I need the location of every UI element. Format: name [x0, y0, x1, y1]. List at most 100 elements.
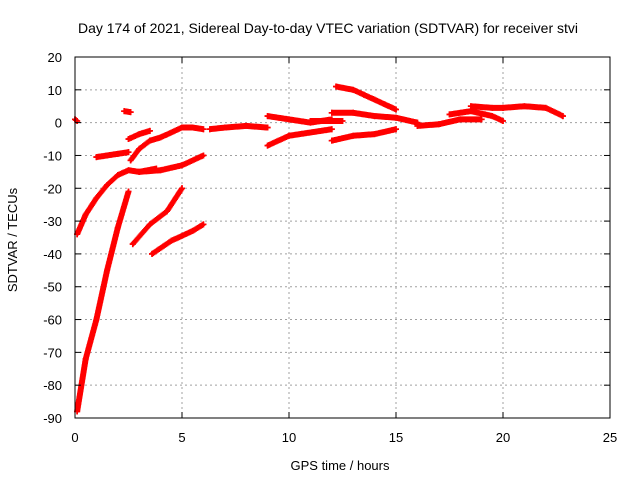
y-tick-label: -30 — [43, 214, 62, 229]
plot-area — [72, 83, 566, 415]
data-point — [286, 132, 292, 139]
data-point — [371, 96, 378, 103]
y-tick-label: -70 — [43, 345, 62, 360]
plot-frame — [74, 56, 611, 419]
data-point — [489, 113, 496, 120]
y-axis-label: SDTVAR / TECUs — [5, 187, 20, 292]
data-point — [200, 221, 207, 228]
series-markers — [414, 116, 485, 129]
data-point — [179, 185, 185, 192]
data-point — [559, 113, 566, 120]
data-point — [339, 117, 346, 124]
series-markers — [328, 126, 399, 144]
data-point — [200, 126, 207, 133]
series-arc-11-to-12 — [307, 117, 346, 124]
series-markers — [149, 221, 207, 257]
data-point — [307, 117, 314, 124]
x-tick-label: 5 — [178, 430, 185, 445]
data-point — [125, 149, 132, 156]
data-point — [189, 124, 196, 131]
data-point — [125, 167, 132, 174]
data-point — [333, 83, 340, 90]
data-point — [393, 106, 399, 113]
series-arc-short-2p5 — [125, 127, 153, 143]
y-tick-label: -20 — [43, 181, 62, 196]
data-point — [521, 103, 528, 110]
data-point — [350, 132, 357, 139]
data-point — [146, 137, 153, 144]
data-point — [146, 127, 153, 134]
data-point — [371, 131, 378, 138]
data-point — [179, 162, 185, 169]
data-point — [129, 241, 136, 248]
series-arc-daytime-zero — [206, 122, 271, 133]
series-arc-9-to-12 — [264, 126, 335, 149]
y-tick-label: -80 — [43, 378, 62, 393]
data-point — [136, 145, 143, 152]
data-point — [328, 109, 335, 116]
data-point — [264, 142, 271, 149]
data-point — [136, 131, 143, 138]
data-point — [328, 117, 335, 124]
data-point — [500, 104, 506, 111]
data-point — [127, 157, 134, 164]
data-point — [328, 126, 335, 133]
data-point — [264, 124, 271, 131]
data-point — [542, 104, 549, 111]
x-tick-label: 10 — [282, 430, 296, 445]
data-point — [500, 117, 506, 124]
data-point — [382, 101, 389, 108]
series-arc-16-to-19 — [414, 116, 485, 129]
series-arc-isolated-2p5 — [121, 108, 134, 116]
data-point — [114, 172, 121, 179]
data-point — [168, 237, 175, 244]
data-point — [104, 181, 111, 188]
data-point — [350, 86, 357, 93]
data-point — [104, 152, 111, 159]
series-arc-12-to-15 — [328, 126, 399, 144]
y-tick-label: 0 — [55, 116, 62, 131]
data-point — [414, 122, 421, 129]
data-point — [82, 355, 89, 362]
data-point — [393, 126, 399, 133]
data-point — [264, 113, 271, 120]
series-markers — [264, 126, 335, 149]
data-point — [307, 129, 314, 136]
data-point — [125, 136, 132, 143]
series-markers — [500, 103, 566, 120]
data-point — [200, 152, 207, 159]
y-tick-label: -40 — [43, 247, 62, 262]
data-point — [221, 124, 228, 131]
data-point — [206, 126, 213, 133]
series-arc-17-to-20 — [446, 108, 506, 124]
x-tick-label: 15 — [389, 430, 403, 445]
data-point — [157, 167, 164, 174]
data-point — [446, 111, 453, 118]
data-point — [127, 109, 134, 116]
data-point — [157, 134, 164, 141]
x-tick-label: 0 — [71, 430, 78, 445]
data-point — [179, 124, 185, 131]
data-point — [489, 104, 496, 111]
series-arc-20-to-23 — [500, 103, 566, 120]
data-point — [164, 208, 171, 215]
data-point — [104, 267, 111, 274]
data-point — [393, 114, 399, 121]
series-markers — [93, 149, 132, 161]
series-arc-steep-rise — [74, 188, 132, 415]
series-markers — [333, 83, 399, 113]
data-point — [243, 122, 250, 129]
data-point — [93, 316, 100, 323]
data-point — [149, 250, 156, 257]
series-arc-minus40 — [149, 221, 207, 257]
x-tick-labels: 0 5 10 15 20 25 — [71, 430, 617, 445]
data-point — [114, 150, 121, 157]
data-point — [328, 137, 335, 144]
series-markers — [206, 122, 271, 133]
data-point — [136, 168, 143, 175]
data-point — [93, 195, 100, 202]
data-point — [82, 211, 89, 218]
y-tick-label: 20 — [48, 50, 62, 65]
y-tick-label: -90 — [43, 411, 62, 426]
